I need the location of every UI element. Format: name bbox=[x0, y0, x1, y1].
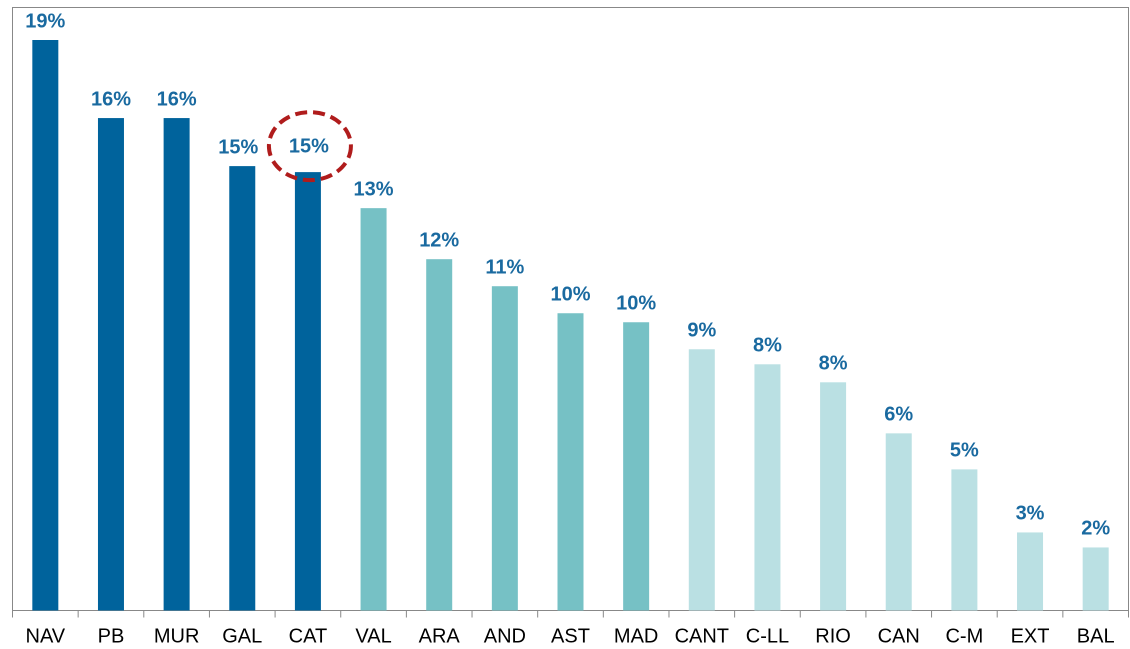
bar bbox=[951, 469, 978, 611]
bar bbox=[754, 364, 781, 611]
bar bbox=[229, 166, 256, 611]
x-tick-label: AND bbox=[484, 625, 526, 647]
bar bbox=[557, 313, 584, 611]
value-label: 15% bbox=[289, 135, 329, 157]
value-label: 6% bbox=[884, 404, 913, 426]
x-tick-label: CANT bbox=[675, 625, 729, 647]
x-tick-label: CAT bbox=[289, 625, 328, 647]
x-tick-label: AST bbox=[551, 625, 590, 647]
bar bbox=[820, 382, 847, 611]
value-label: 2% bbox=[1081, 518, 1110, 540]
value-label: 3% bbox=[1016, 503, 1045, 525]
bar bbox=[688, 349, 715, 611]
bar bbox=[885, 433, 912, 611]
value-label: 19% bbox=[25, 10, 65, 32]
x-tick-label: PB bbox=[98, 625, 125, 647]
bar bbox=[163, 118, 190, 611]
x-tick-label: BAL bbox=[1077, 625, 1115, 647]
bar bbox=[32, 40, 59, 611]
value-label: 15% bbox=[218, 136, 258, 158]
bar bbox=[360, 208, 387, 611]
bar bbox=[623, 322, 650, 611]
x-tick-label: ARA bbox=[419, 625, 461, 647]
value-label: 16% bbox=[91, 88, 131, 110]
bar bbox=[491, 286, 518, 611]
highlight-circle bbox=[266, 110, 353, 183]
x-tick-label: C-LL bbox=[746, 625, 789, 647]
value-label: 8% bbox=[753, 335, 782, 357]
x-tick-label: GAL bbox=[222, 625, 262, 647]
bar bbox=[294, 172, 321, 611]
bar bbox=[97, 118, 124, 611]
value-label: 9% bbox=[687, 320, 716, 342]
value-label: 11% bbox=[485, 256, 524, 278]
value-label: 12% bbox=[419, 229, 459, 251]
x-tick-label: EXT bbox=[1011, 625, 1050, 647]
value-label: 5% bbox=[950, 440, 979, 462]
bar bbox=[1082, 547, 1109, 611]
x-tick-label: C-M bbox=[945, 625, 983, 647]
x-tick-label: RIO bbox=[815, 625, 851, 647]
bar bbox=[1017, 532, 1044, 611]
value-label: 16% bbox=[157, 88, 197, 110]
value-label: 10% bbox=[616, 293, 656, 315]
x-tick-label: VAL bbox=[355, 625, 391, 647]
x-tick-label: NAV bbox=[26, 625, 66, 647]
x-tick-label: CAN bbox=[878, 625, 920, 647]
value-label: 8% bbox=[819, 353, 848, 375]
bar bbox=[426, 259, 453, 611]
value-label: 10% bbox=[550, 284, 590, 306]
x-tick-label: MUR bbox=[154, 625, 200, 647]
value-label: 13% bbox=[354, 178, 394, 200]
x-tick-label: MAD bbox=[614, 625, 658, 647]
